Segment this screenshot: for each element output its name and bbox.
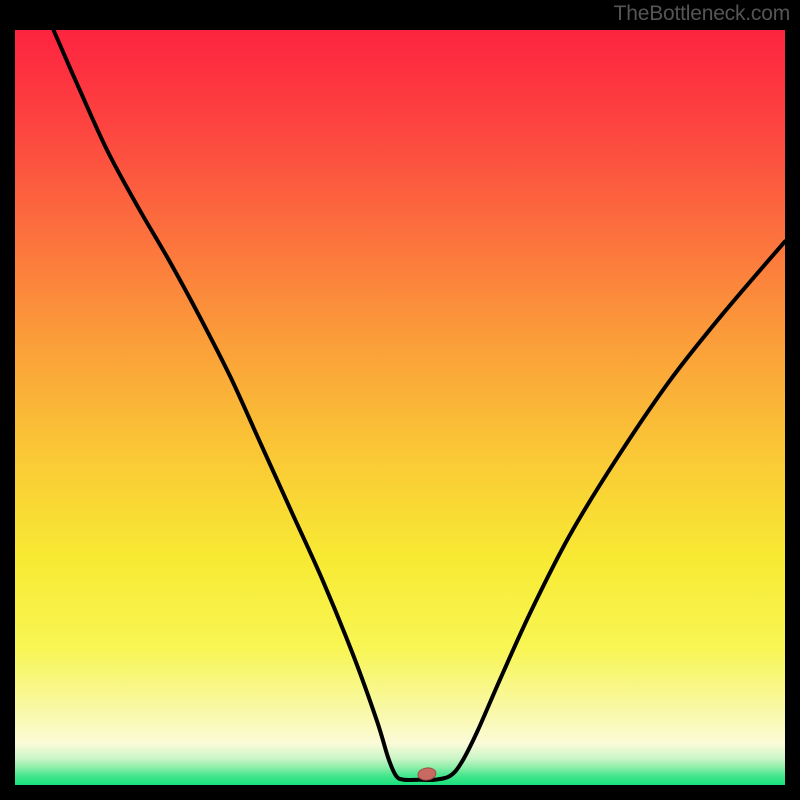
plot-background — [15, 30, 785, 785]
chart-container: TheBottleneck.com — [0, 0, 800, 800]
watermark-text: TheBottleneck.com — [614, 2, 790, 26]
bottleneck-chart — [0, 0, 800, 800]
